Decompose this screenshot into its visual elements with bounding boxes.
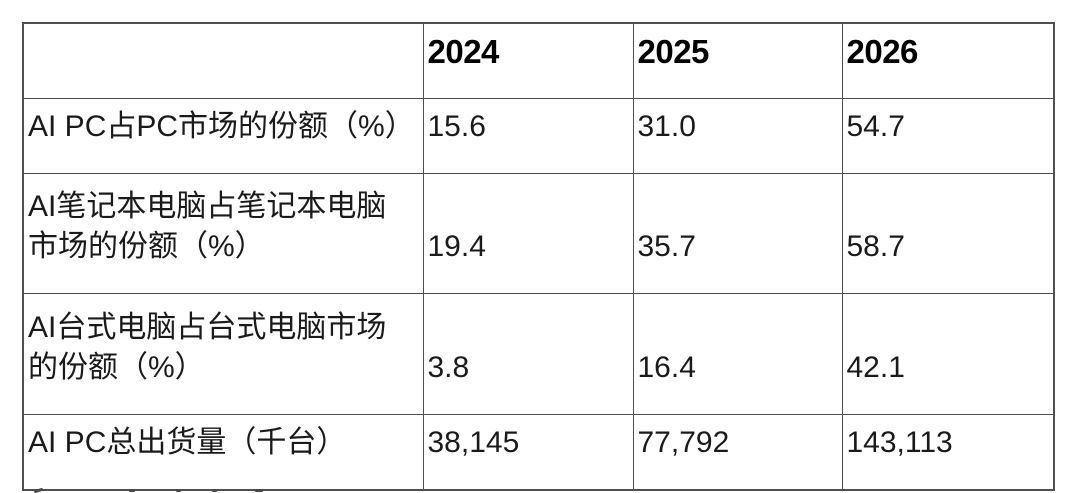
row-label-ai-pc-share: AI PC占PC市场的份额（%） bbox=[22, 98, 424, 174]
cropped-glyph-top bbox=[176, 489, 181, 492]
cell-value: 35.7 bbox=[632, 173, 843, 294]
cell-value: 15.6 bbox=[422, 98, 634, 174]
cell-value: 54.7 bbox=[841, 98, 1055, 174]
table-header-row: 2024 2025 2026 bbox=[22, 22, 1055, 99]
header-year-2026: 2026 bbox=[841, 22, 1055, 99]
cell-value: 58.7 bbox=[841, 173, 1055, 294]
cell-value: 3.8 bbox=[422, 293, 634, 415]
cell-value: 143,113 bbox=[841, 414, 1055, 491]
cropped-glyph-top bbox=[33, 487, 44, 493]
table-row: AI PC总出货量（千台） 38,145 77,792 143,113 bbox=[22, 414, 1055, 491]
cell-value: 31.0 bbox=[632, 98, 843, 174]
table-row: AI PC占PC市场的份额（%） 15.6 31.0 54.7 bbox=[22, 98, 1055, 174]
table-row: AI笔记本电脑占笔记本电脑 市场的份额（%） 19.4 35.7 58.7 bbox=[22, 173, 1055, 294]
cropped-glyph-top bbox=[255, 489, 263, 492]
header-empty-cell bbox=[22, 22, 424, 99]
cell-value: 38,145 bbox=[422, 414, 634, 491]
row-label-ai-notebook-share: AI笔记本电脑占笔记本电脑 市场的份额（%） bbox=[22, 173, 424, 294]
header-year-2024: 2024 bbox=[422, 22, 634, 99]
cell-value: 16.4 bbox=[632, 293, 843, 415]
ai-pc-forecast-table: 2024 2025 2026 AI PC占PC市场的份额（%） 15.6 31.… bbox=[22, 22, 1055, 491]
header-year-2025: 2025 bbox=[632, 22, 843, 99]
row-label-ai-pc-shipments: AI PC总出货量（千台） bbox=[22, 414, 424, 491]
cropped-glyph-top bbox=[129, 489, 135, 492]
row-label-ai-desktop-share: AI台式电脑占台式电脑市场 的份额（%） bbox=[22, 293, 424, 415]
cell-value: 77,792 bbox=[632, 414, 843, 491]
cropped-caption-fragment bbox=[0, 487, 1080, 493]
cropped-glyph-top bbox=[212, 489, 217, 492]
cell-value: 42.1 bbox=[841, 293, 1055, 415]
cell-value: 19.4 bbox=[422, 173, 634, 294]
table-row: AI台式电脑占台式电脑市场 的份额（%） 3.8 16.4 42.1 bbox=[22, 293, 1055, 415]
